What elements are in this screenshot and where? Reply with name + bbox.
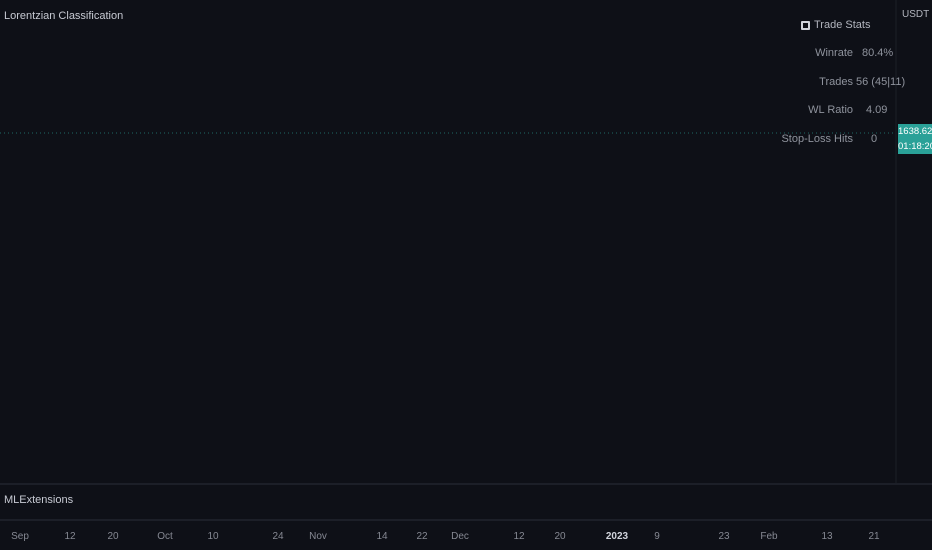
bar-countdown: 01:18:20 — [898, 141, 932, 152]
table-icon — [801, 20, 810, 30]
x-tick-label: 14 — [376, 531, 388, 542]
x-tick-label: Nov — [309, 531, 327, 542]
trade-stats-title: Trade Stats — [814, 19, 871, 31]
stat-value: 4.09 — [866, 104, 888, 116]
x-tick-label: 23 — [718, 531, 730, 542]
x-tick-label: 10 — [207, 531, 219, 542]
lower-panel-title[interactable]: MLExtensions — [4, 494, 74, 506]
x-tick-label: 20 — [554, 531, 566, 542]
x-tick-label: Sep — [11, 531, 29, 542]
last-price-tag[interactable]: 1638.62 01:18:20 — [898, 124, 932, 154]
last-price-value: 1638.62 — [898, 126, 932, 137]
stat-row-winrate: Winrate 80.4% — [801, 47, 893, 61]
time-axis: Sep 12 20 Oct 10 24 Nov 14 22 Dec 12 20 2023 9 23 Feb 13… — [11, 531, 880, 542]
x-tick-label: 24 — [272, 531, 284, 542]
stat-label: Trades — [819, 76, 853, 88]
indicator-title[interactable]: Lorentzian Classification — [4, 10, 124, 22]
x-tick-label: 22 — [416, 531, 428, 542]
x-tick-label: 20 — [107, 531, 119, 542]
stat-row-wl-ratio: WL Ratio 4.09 — [801, 104, 887, 118]
trade-stats-panel: Trade Stats Winrate 80.4% Trades 56 (45|… — [781, 14, 905, 145]
stat-label: WL Ratio — [808, 104, 853, 116]
x-tick-label: 12 — [64, 531, 76, 542]
stat-row-stop-loss-hits: Stop-Loss Hits 0 — [781, 133, 887, 147]
stat-value: 0 — [871, 133, 878, 145]
x-tick-label: 9 — [654, 531, 660, 542]
x-tick-label: Feb — [760, 531, 778, 542]
stat-value: 56 (45|11) — [856, 76, 906, 88]
x-tick-label: 12 — [513, 531, 525, 542]
x-tick-label: 2023 — [606, 531, 629, 542]
stat-label: Winrate — [815, 47, 853, 59]
x-tick-label: Dec — [451, 531, 469, 542]
price-axis: USDT1100.001200.001300.001400.001500.001… — [902, 9, 929, 20]
stat-value: 80.4% — [862, 47, 894, 59]
x-tick-label: Oct — [157, 531, 173, 542]
axis-unit-label: USDT — [902, 9, 929, 20]
x-tick-label: 13 — [821, 531, 833, 542]
stat-row-trades: Trades 56 (45|11) — [801, 76, 905, 90]
trade-stats-header: Trade Stats — [801, 14, 887, 36]
stat-label: Stop-Loss Hits — [781, 133, 853, 145]
x-tick-label: 21 — [868, 531, 880, 542]
